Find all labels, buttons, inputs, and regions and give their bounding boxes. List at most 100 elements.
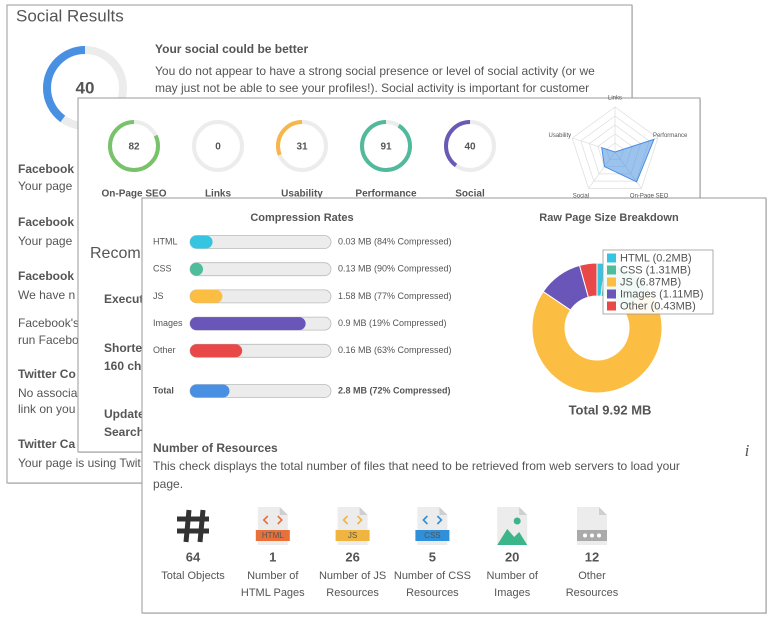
legend-swatch <box>607 265 616 275</box>
bar-fill <box>190 262 203 276</box>
item-text: run Facebo <box>18 333 79 347</box>
radar-grid <box>571 106 659 189</box>
item-text: Your page <box>18 234 73 248</box>
legend-label: Other (0.43MB) <box>620 300 696 312</box>
paragraph-line: may just not be able to see your profile… <box>155 81 589 95</box>
gauge-value: 31 <box>296 142 308 153</box>
heading: Your social could be better <box>155 42 308 56</box>
item-text: No associa <box>18 386 78 400</box>
gauge-track <box>192 120 244 172</box>
item-text: Your page <box>18 179 73 193</box>
gauge-value: 0 <box>215 142 221 153</box>
resource-label: Resources <box>566 587 619 599</box>
bar-fill <box>190 289 223 303</box>
recommendation: Update <box>104 407 145 421</box>
file-fold <box>599 507 607 515</box>
radar-label: Social <box>573 193 589 199</box>
section-title: Compression Rates <box>250 212 353 224</box>
gauge-arc <box>444 120 496 172</box>
resource-count: 5 <box>429 549 436 564</box>
chart-total: Total 9.92 MB <box>569 402 652 417</box>
image-sun <box>513 517 521 525</box>
description: This check displays the total number of … <box>153 459 680 473</box>
resource-label: Number of CSS <box>394 570 471 582</box>
section-title: Number of Resources <box>153 441 278 455</box>
row-value: 0.03 MB (84% Compressed) <box>338 236 452 246</box>
info-icon: i <box>745 441 750 460</box>
gauge-arc <box>108 120 160 172</box>
resource-label: HTML Pages <box>241 587 305 599</box>
resource-count: 26 <box>345 549 359 564</box>
legend-swatch <box>607 253 616 263</box>
row-label: Images <box>153 318 183 328</box>
legend-label: JS (6.87MB) <box>620 276 681 288</box>
legend-swatch <box>607 277 616 287</box>
recommendation: Shorte <box>104 341 142 355</box>
dot <box>590 533 594 538</box>
file-band <box>335 530 370 541</box>
resource-count: 64 <box>186 549 201 564</box>
legend-box <box>602 249 714 315</box>
item-title: Twitter Ca <box>18 437 75 451</box>
item-title: Twitter Co <box>18 367 76 381</box>
row-value: 0.16 MB (63% Compressed) <box>338 345 452 355</box>
item-title: Facebook <box>18 162 74 176</box>
radar-label: Usability <box>548 133 571 139</box>
radar-label: On-Page SEO <box>630 193 669 199</box>
resource-count: 20 <box>505 549 519 564</box>
file-band-label: HTML <box>262 531 284 540</box>
row-value: 2.8 MB (72% Compressed) <box>338 385 451 395</box>
file-glyph <box>422 515 443 525</box>
score-label: Social <box>455 189 485 200</box>
gauge-value: 40 <box>464 142 476 153</box>
gauge-arc <box>43 46 127 130</box>
resource-label: Resources <box>326 587 379 599</box>
legend-swatch <box>607 289 616 299</box>
file-glyph <box>342 515 363 525</box>
item-title: Facebook <box>18 215 74 229</box>
paragraph-line: You do not appear to have a strong socia… <box>155 64 595 78</box>
gauge-value: 82 <box>128 142 140 153</box>
resource-label: Number of <box>487 570 539 582</box>
card-title: Social Results <box>16 6 124 25</box>
bar-fill <box>190 384 230 398</box>
resource-label: Other <box>578 570 606 582</box>
resource-label: Number of JS <box>319 570 386 582</box>
item-text: Your page is using Twit <box>18 456 141 470</box>
legend-swatch <box>607 301 616 311</box>
radar-grid <box>588 124 642 175</box>
bar-track <box>189 262 332 277</box>
resource-label: Images <box>494 587 531 599</box>
resource-label: Resources <box>406 587 459 599</box>
item-text: We have n <box>18 288 75 302</box>
row-label: HTML <box>153 236 178 246</box>
recommendation: 160 cha <box>104 359 148 373</box>
legend-label: HTML (0.2MB) <box>620 252 692 264</box>
score-label: Usability <box>281 189 323 200</box>
file-band-label: JS <box>348 531 357 540</box>
file-band <box>415 530 450 541</box>
chart-title: Raw Page Size Breakdown <box>539 212 679 224</box>
icon-stroke <box>183 509 192 543</box>
bar-fill <box>190 317 306 331</box>
score-label: Links <box>205 189 232 200</box>
gauge-arc <box>360 120 412 172</box>
donut-segment <box>531 289 663 394</box>
radar-grid <box>580 115 650 182</box>
file-band-label: CSS <box>424 531 440 540</box>
file-band <box>255 530 290 541</box>
radar-area <box>601 138 655 183</box>
gauge-value: 40 <box>76 78 95 97</box>
score-label: On-Page SEO <box>101 189 166 200</box>
section-title: Recom <box>90 245 141 262</box>
item-text: Facebook's <box>18 316 79 330</box>
row-label: JS <box>153 291 164 301</box>
item-title: Facebook <box>18 269 74 283</box>
row-value: 0.9 MB (19% Compressed) <box>338 318 447 328</box>
file-fold <box>359 507 368 515</box>
dot <box>583 533 587 538</box>
file-fold <box>279 507 288 515</box>
row-value: 1.58 MB (77% Compressed) <box>338 291 452 301</box>
description: page. <box>153 477 183 491</box>
